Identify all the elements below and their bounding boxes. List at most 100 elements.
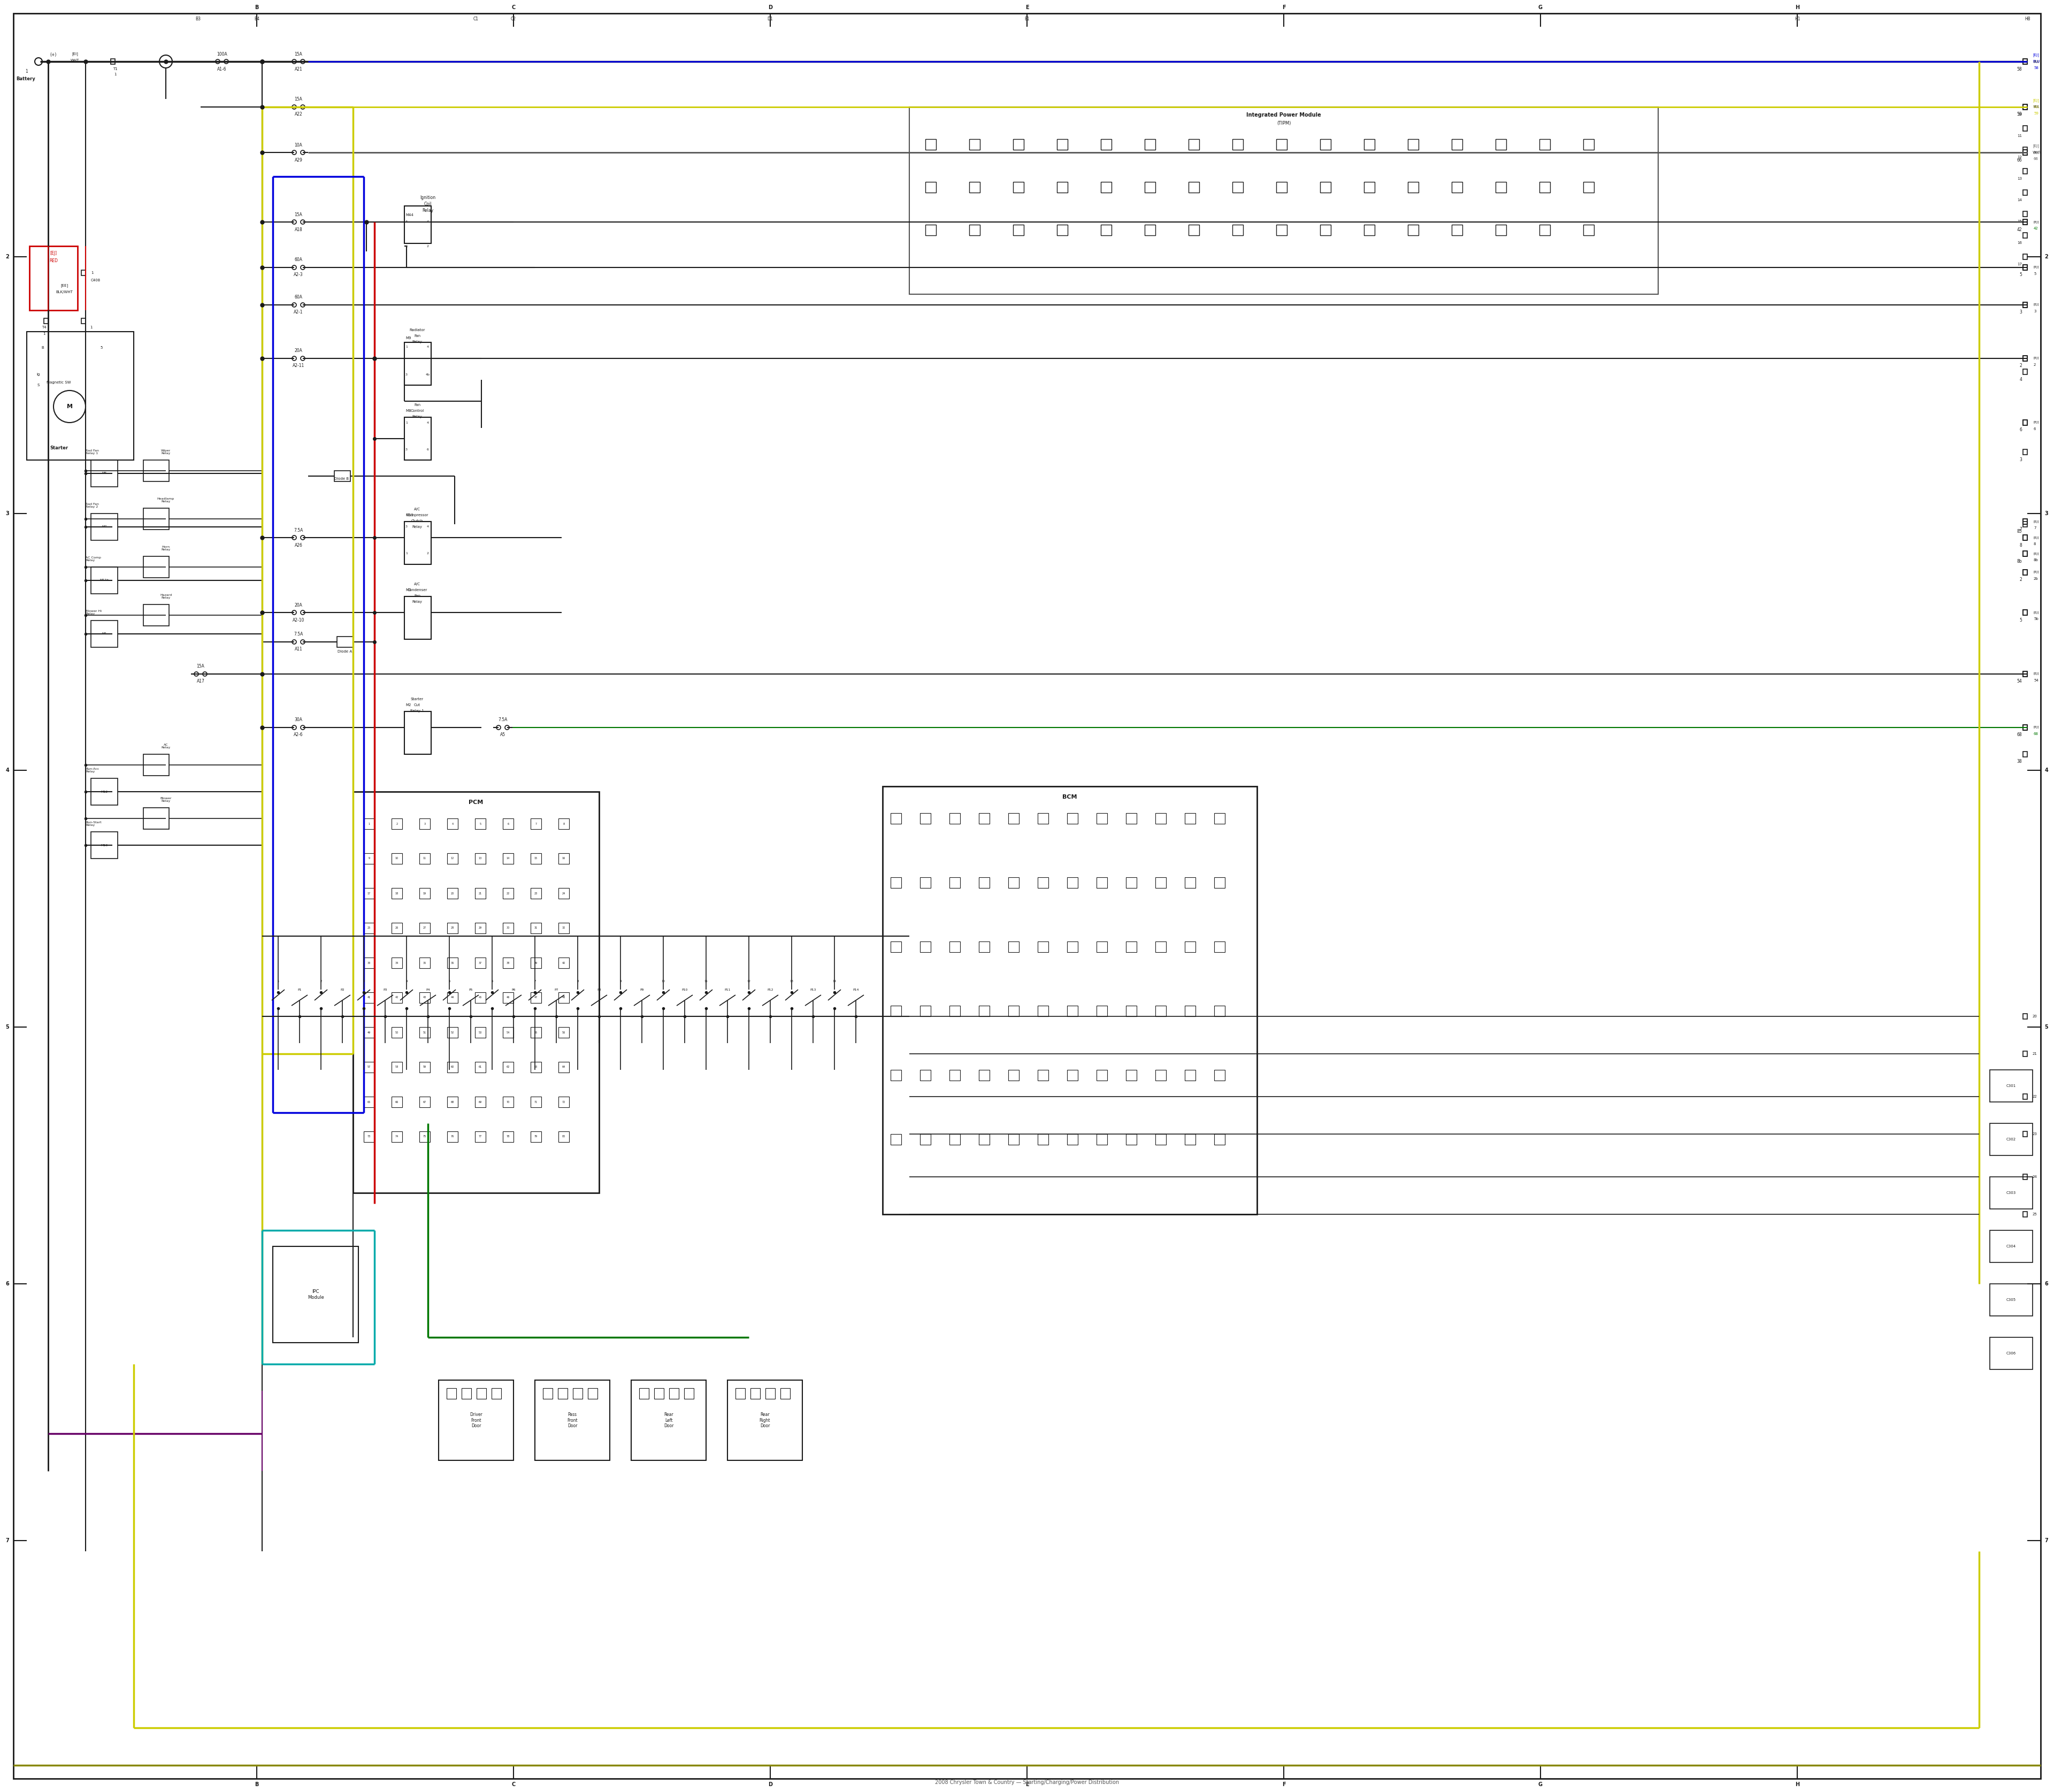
Text: 7: 7 <box>2019 527 2021 532</box>
Bar <box>446 1389 456 1400</box>
Text: P9: P9 <box>641 987 643 991</box>
Bar <box>1538 140 1551 151</box>
Bar <box>82 319 86 324</box>
Text: 66: 66 <box>394 1100 398 1104</box>
Text: 13: 13 <box>2017 177 2021 181</box>
Bar <box>530 853 542 864</box>
Circle shape <box>292 151 296 154</box>
Bar <box>920 814 930 824</box>
Text: 25: 25 <box>2033 1213 2038 1217</box>
Bar <box>1214 1005 1224 1016</box>
Text: Relay: Relay <box>413 600 423 604</box>
Bar <box>559 993 569 1004</box>
Bar <box>392 1131 403 1142</box>
Bar <box>2023 254 2027 260</box>
Bar <box>1214 814 1224 824</box>
Text: 20A: 20A <box>294 348 302 353</box>
Text: Headlamp
Relay: Headlamp Relay <box>158 496 175 504</box>
Text: Ignition: Ignition <box>421 195 435 201</box>
Circle shape <box>300 265 304 269</box>
Text: H: H <box>1795 1781 1799 1787</box>
Bar <box>1452 140 1462 151</box>
Text: Relay: Relay <box>423 208 433 213</box>
Text: 22: 22 <box>2033 1095 2038 1098</box>
Bar <box>2023 104 2027 109</box>
Bar <box>949 1070 959 1081</box>
Bar <box>1126 1070 1136 1081</box>
Text: 51: 51 <box>423 1030 427 1034</box>
Text: 5: 5 <box>2044 1025 2048 1030</box>
Bar <box>144 509 168 530</box>
Text: 53: 53 <box>479 1030 483 1034</box>
Bar <box>90 831 117 858</box>
Text: 30A: 30A <box>294 717 302 722</box>
Text: A/C: A/C <box>415 582 421 586</box>
Bar <box>364 1027 374 1038</box>
Bar <box>1009 941 1019 952</box>
Text: 68: 68 <box>450 1100 454 1104</box>
Text: 1: 1 <box>405 552 407 556</box>
Text: 47: 47 <box>534 996 538 998</box>
Bar <box>1364 181 1374 192</box>
Bar <box>474 1063 485 1073</box>
Text: B: B <box>255 1781 259 1787</box>
Bar <box>448 1097 458 1107</box>
Bar <box>392 1027 403 1038</box>
Bar <box>2023 168 2027 174</box>
Bar <box>364 889 374 898</box>
Text: Integrated Power Module: Integrated Power Module <box>1247 113 1321 118</box>
Bar <box>405 711 431 754</box>
Text: A5: A5 <box>499 733 505 737</box>
Text: M7: M7 <box>103 525 107 529</box>
Text: B: B <box>41 346 43 349</box>
Bar <box>364 853 374 864</box>
Bar <box>1495 140 1506 151</box>
Bar <box>27 332 134 461</box>
Text: [EJ]: [EJ] <box>2033 151 2040 154</box>
Bar <box>1068 1070 1078 1081</box>
Text: 7.5A: 7.5A <box>294 633 304 636</box>
Bar <box>530 819 542 830</box>
Text: M3: M3 <box>405 588 411 591</box>
Text: M12: M12 <box>101 790 109 794</box>
Text: Fan: Fan <box>415 335 421 337</box>
Text: 62: 62 <box>507 1066 509 1068</box>
Text: PCM: PCM <box>468 799 483 805</box>
Circle shape <box>216 59 220 65</box>
Text: [EJ]: [EJ] <box>2033 572 2040 573</box>
Text: P12: P12 <box>768 987 772 991</box>
Bar <box>926 181 937 192</box>
Text: 2: 2 <box>427 246 429 247</box>
Bar <box>1037 1134 1048 1145</box>
Bar <box>2023 357 2027 360</box>
Bar <box>2023 450 2027 455</box>
Circle shape <box>505 726 509 729</box>
Text: 15A: 15A <box>294 97 302 102</box>
Text: 10: 10 <box>2017 113 2021 116</box>
Bar <box>364 1097 374 1107</box>
Bar <box>474 993 485 1004</box>
Text: 21: 21 <box>479 892 483 894</box>
Text: 3: 3 <box>2044 511 2048 516</box>
Text: 14: 14 <box>2017 199 2021 202</box>
Text: 72: 72 <box>563 1100 565 1104</box>
Bar <box>1321 181 1331 192</box>
Text: Control: Control <box>411 409 423 412</box>
Text: AC
Relay: AC Relay <box>160 744 170 749</box>
Text: 48: 48 <box>563 996 565 998</box>
Bar <box>392 819 403 830</box>
Bar <box>781 1389 791 1400</box>
Circle shape <box>300 611 304 615</box>
Bar <box>530 1131 542 1142</box>
Text: [EJ]: [EJ] <box>49 251 58 256</box>
Bar <box>559 889 569 898</box>
Circle shape <box>300 59 304 65</box>
Text: Horn
Relay: Horn Relay <box>160 545 170 552</box>
Text: S: S <box>37 383 39 387</box>
Text: IPC
Module: IPC Module <box>308 1288 325 1299</box>
Text: 3: 3 <box>405 525 407 529</box>
Bar <box>1009 1005 1019 1016</box>
Circle shape <box>300 726 304 729</box>
Text: 59: 59 <box>423 1066 427 1068</box>
Bar <box>448 993 458 1004</box>
